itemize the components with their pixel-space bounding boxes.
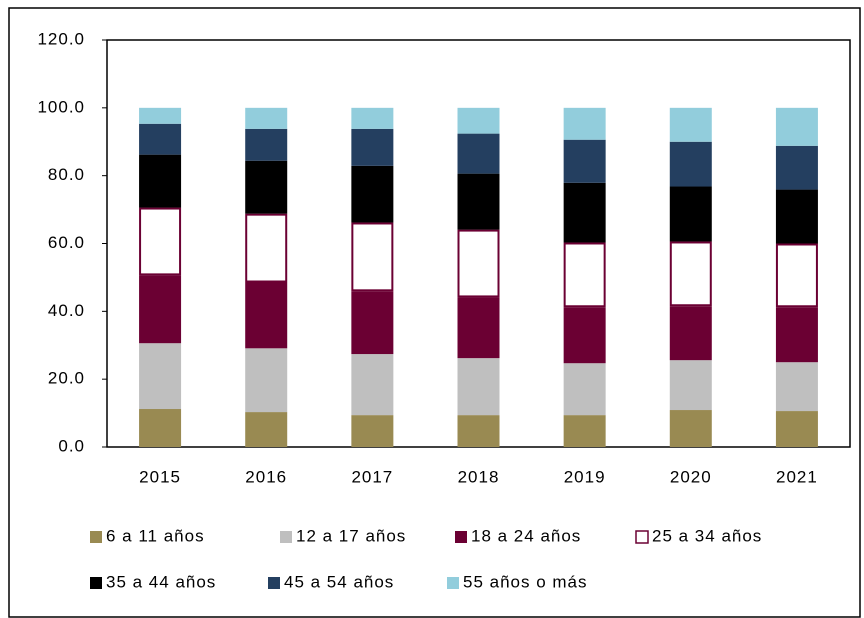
- y-tick-label: 80.0: [48, 165, 85, 184]
- legend-label: 55 años o más: [463, 572, 588, 591]
- bar-segment: [563, 363, 606, 416]
- bar-segment: [245, 213, 288, 283]
- y-tick-label: 0.0: [58, 436, 85, 455]
- bar-segment: [563, 307, 606, 364]
- legend-label: 35 a 44 años: [106, 572, 216, 591]
- bar-segment: [351, 354, 394, 416]
- bar-segment: [351, 107, 394, 129]
- bar-segment: [775, 145, 818, 190]
- bar-segment: [775, 307, 818, 363]
- bar-segment: [351, 415, 394, 447]
- bar-segment: [563, 107, 606, 140]
- y-tick-label: 20.0: [48, 369, 85, 388]
- x-tick-label: 2021: [776, 467, 818, 486]
- bar-segment: [563, 139, 606, 183]
- bar-segment: [139, 123, 182, 155]
- y-tick-label: 120.0: [37, 29, 85, 48]
- x-tick-label: 2019: [564, 467, 606, 486]
- legend-label: 12 a 17 años: [296, 526, 406, 545]
- bar-segment: [139, 343, 182, 410]
- bar-segment: [669, 410, 712, 447]
- bar-segment: [775, 411, 818, 447]
- bar-segment: [563, 242, 606, 308]
- x-tick-label: 2016: [245, 467, 287, 486]
- bar-segment: [669, 241, 712, 307]
- y-tick-label: 40.0: [48, 301, 85, 320]
- bar-segment: [139, 154, 182, 208]
- bar-segment: [139, 107, 182, 124]
- bar-segment: [245, 160, 288, 214]
- bar-segment: [775, 362, 818, 412]
- bar-segment: [245, 348, 288, 413]
- legend-label: 18 a 24 años: [471, 526, 581, 545]
- y-tick-label: 100.0: [37, 97, 85, 116]
- bar-segment: [457, 229, 500, 298]
- bar-segment: [139, 207, 182, 276]
- bar-segment: [563, 415, 606, 447]
- legend-swatch: [90, 577, 102, 589]
- legend-label: 25 a 34 años: [652, 526, 762, 545]
- bar-segment: [457, 173, 500, 230]
- bar-segment: [139, 409, 182, 447]
- legend-swatch: [635, 530, 649, 544]
- bar-segment: [245, 107, 288, 129]
- x-tick-label: 2017: [351, 467, 393, 486]
- y-tick-label: 60.0: [48, 233, 85, 252]
- legend-swatch: [268, 577, 280, 589]
- legend-swatch: [455, 531, 467, 543]
- legend-label: 6 a 11 años: [106, 526, 205, 545]
- bar-segment: [457, 358, 500, 416]
- legend-label: 45 a 54 años: [284, 572, 394, 591]
- bar-segment: [669, 186, 712, 242]
- x-tick-label: 2015: [139, 467, 181, 486]
- bar-segment: [351, 165, 394, 223]
- legend-swatch: [447, 577, 459, 589]
- legend-swatch: [280, 531, 292, 543]
- bar-segment: [139, 275, 182, 344]
- bar-segment: [457, 415, 500, 447]
- bar-segment: [245, 412, 288, 447]
- bar-segment: [775, 189, 818, 244]
- x-tick-label: 2018: [458, 467, 500, 486]
- bar-segment: [457, 107, 500, 134]
- bar-segment: [457, 297, 500, 359]
- bar-segment: [669, 360, 712, 411]
- x-tick-label: 2020: [670, 467, 712, 486]
- bar-segment: [563, 182, 606, 243]
- bar-segment: [775, 243, 818, 308]
- bar-segment: [245, 128, 288, 161]
- bar-segment: [669, 306, 712, 361]
- bar-segment: [457, 133, 500, 174]
- bar-segment: [245, 282, 288, 349]
- bar-segment: [775, 107, 818, 146]
- bar-segment: [351, 291, 394, 355]
- legend-swatch: [90, 531, 102, 543]
- bar-segment: [669, 107, 712, 142]
- bar-segment: [669, 141, 712, 187]
- bar-segment: [351, 128, 394, 166]
- frame: [8, 7, 861, 618]
- bar-segment: [351, 222, 394, 292]
